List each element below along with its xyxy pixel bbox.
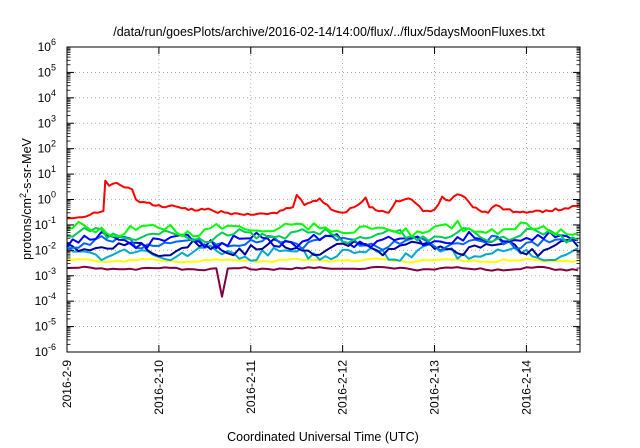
x-tick-label: 2016-2-10 <box>152 360 166 415</box>
x-tick-label: 2016-2-13 <box>428 360 442 415</box>
x-tick-labels: 2016-2-9 2016-2-10 2016-2-11 2016-2-12 2016-… <box>60 360 533 415</box>
x-tick-label: 2016-2-11 <box>244 360 258 414</box>
series-line <box>66 257 579 264</box>
axis-ticks <box>66 46 580 353</box>
y-tick-label: 10-5 <box>35 317 56 334</box>
series-line <box>66 219 579 238</box>
series-line <box>66 238 579 258</box>
x-axis-label: Coordinated Universal Time (UTC) <box>227 430 419 444</box>
x-tick-label: 2016-2-12 <box>336 360 350 415</box>
series-lines <box>66 179 581 298</box>
y-tick-label: 10-2 <box>35 240 56 257</box>
series-line <box>66 265 579 298</box>
y-axis-label: protons/cm2-s-sr-MeV <box>18 137 34 259</box>
y-tick-label: 100 <box>38 190 56 207</box>
chart-title: /data/run/goesPlots/archive/2016-02-14/1… <box>113 25 545 39</box>
y-tick-label: 103 <box>38 113 56 130</box>
x-tick-label: 2016-2-14 <box>519 360 533 415</box>
y-tick-label: 106 <box>38 37 56 54</box>
x-tick-label: 2016-2-9 <box>60 360 74 408</box>
series-line <box>66 179 581 220</box>
y-tick-label: 10-3 <box>35 266 56 283</box>
series-line <box>66 230 579 250</box>
y-tick-label: 101 <box>38 164 56 181</box>
y-tick-label: 105 <box>38 62 56 79</box>
y-tick-label: 10-1 <box>35 215 56 232</box>
y-tick-labels: 10-6 10-5 10-4 10-3 10-2 10-1 100 101 102 103 104 1… <box>35 37 56 359</box>
y-tick-label: 10-4 <box>35 291 56 308</box>
grid <box>67 47 580 352</box>
y-tick-label: 102 <box>38 139 56 156</box>
y-tick-label: 10-6 <box>35 342 56 359</box>
series-line <box>66 226 579 244</box>
y-tick-label: 104 <box>38 88 56 105</box>
